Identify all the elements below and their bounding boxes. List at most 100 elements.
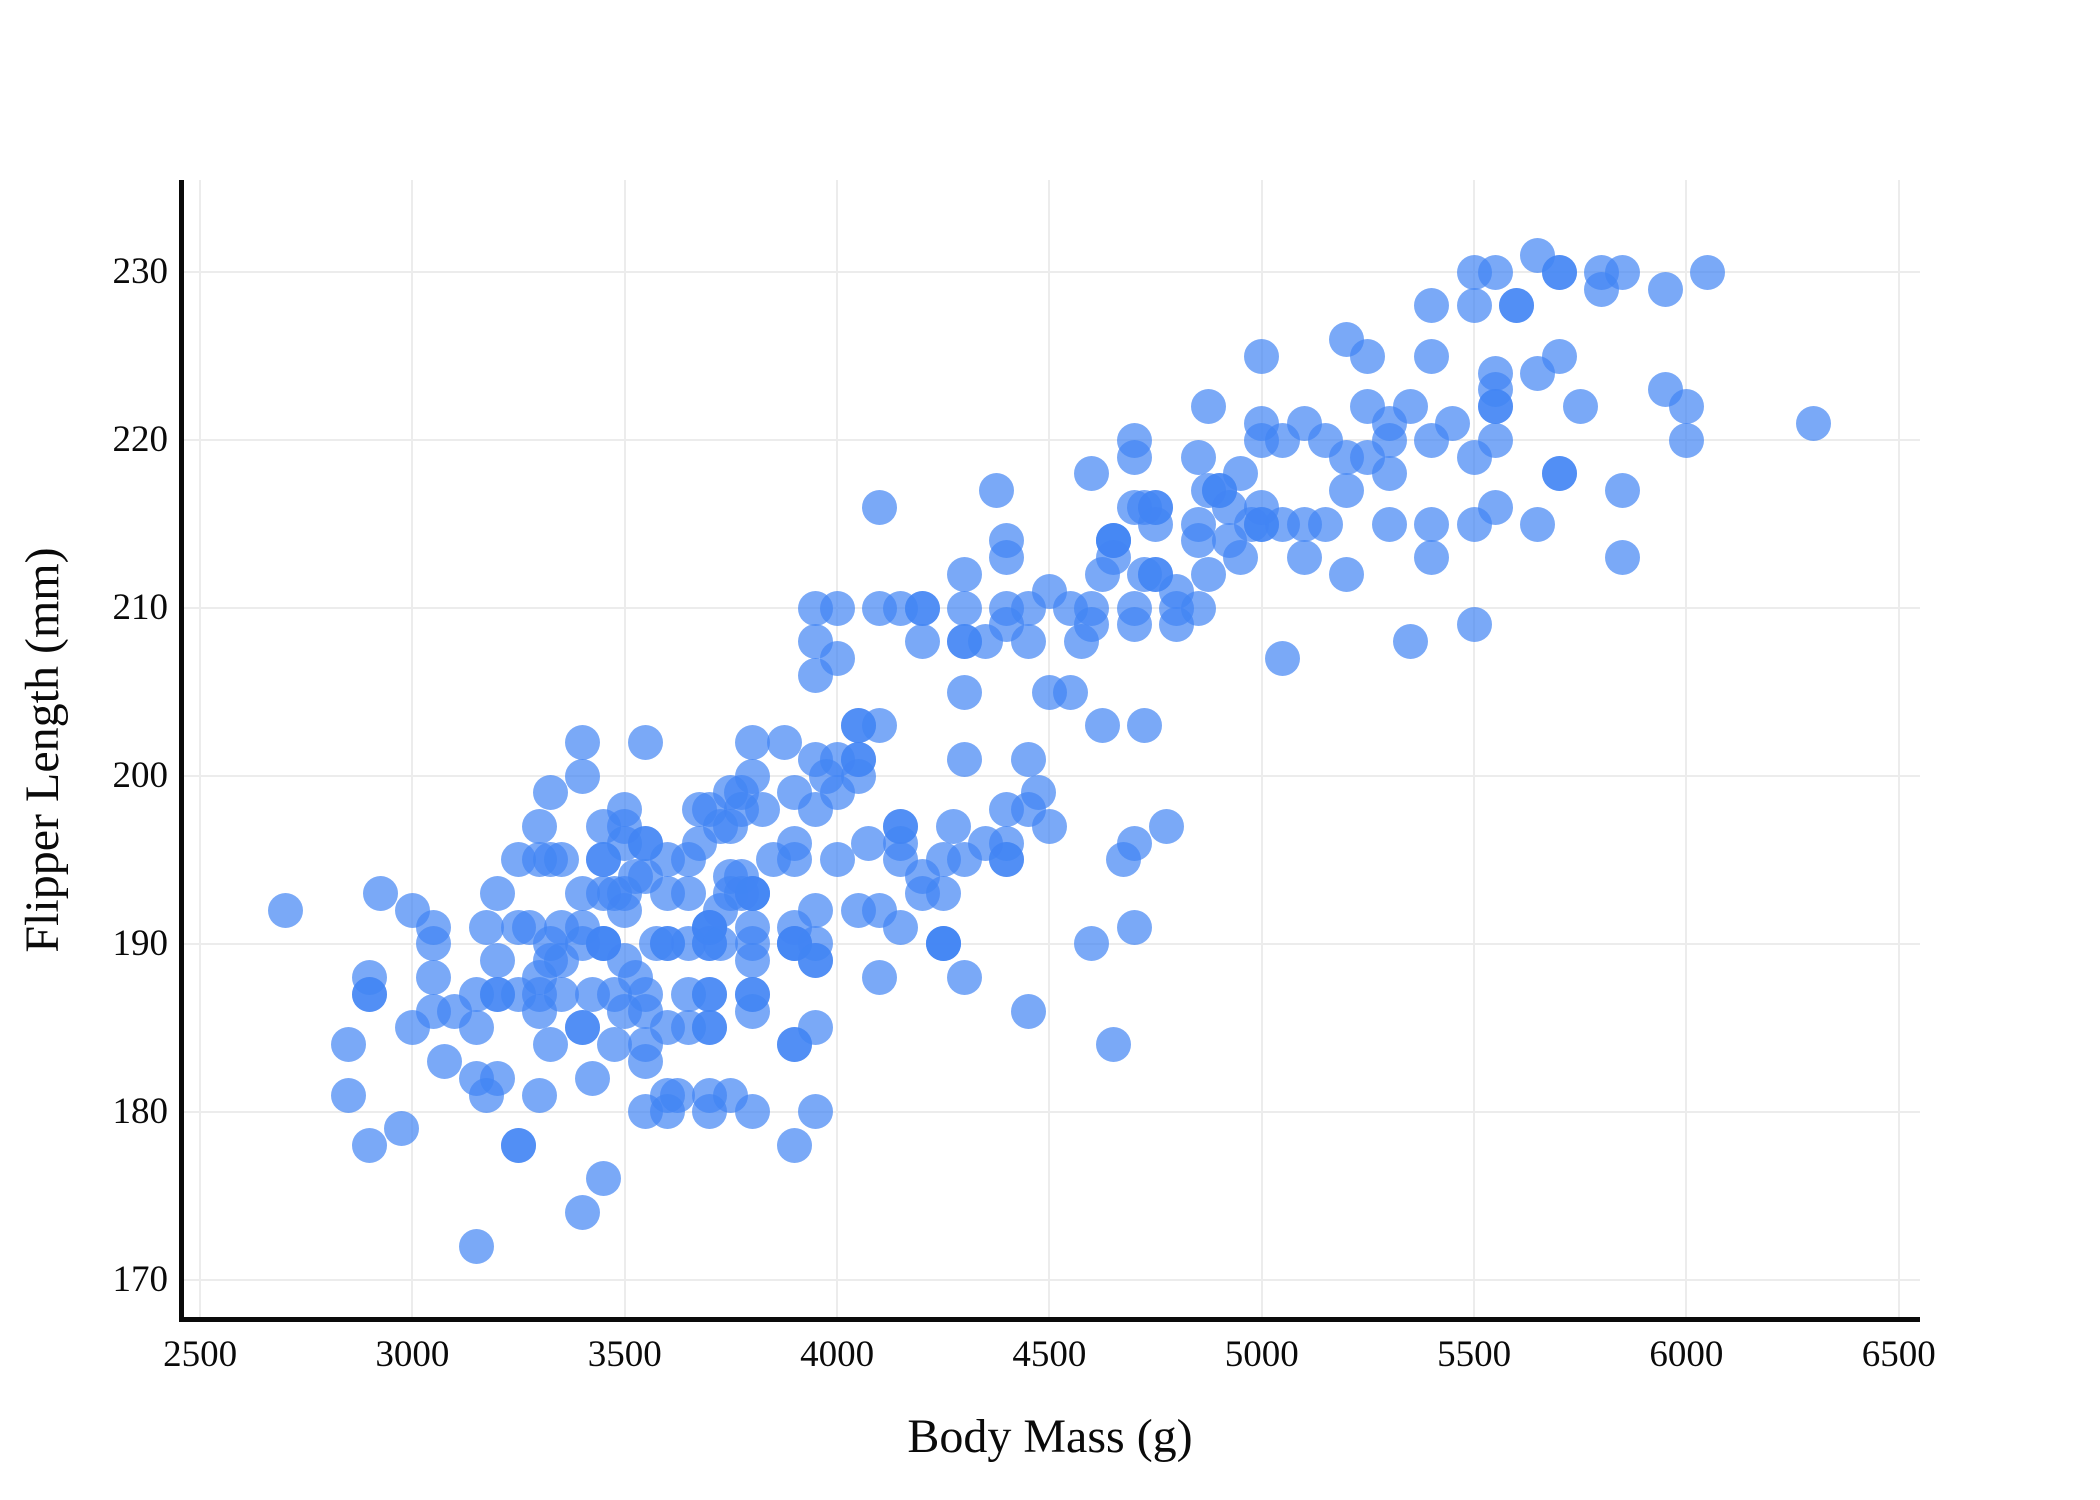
x-tick-label: 5000	[1224, 1334, 1299, 1375]
data-point	[352, 1127, 388, 1163]
data-point	[777, 775, 813, 811]
data-point	[681, 792, 717, 828]
data-point	[946, 959, 982, 995]
data-point	[586, 808, 622, 844]
data-point	[1138, 557, 1174, 593]
data-point	[1010, 993, 1046, 1029]
y-tick-label: 230	[112, 251, 169, 293]
x-tick-label: 6000	[1649, 1334, 1724, 1375]
data-point	[522, 1077, 558, 1113]
data-point	[607, 892, 643, 928]
x-axis-spine	[179, 1317, 1920, 1322]
data-point	[1329, 473, 1365, 509]
data-point	[1010, 741, 1046, 777]
data-point	[883, 808, 919, 844]
data-point	[1244, 405, 1280, 441]
y-tick-label: 200	[112, 755, 169, 797]
data-point	[564, 1010, 600, 1046]
data-point	[766, 724, 802, 760]
x-tick-label: 3000	[375, 1334, 450, 1375]
data-point	[1074, 456, 1110, 492]
y-tick-label: 180	[112, 1090, 169, 1132]
data-point	[692, 1077, 728, 1113]
data-point	[416, 993, 452, 1029]
data-point	[1456, 506, 1492, 542]
data-point	[575, 1060, 611, 1096]
data-point	[469, 1077, 505, 1113]
data-point	[394, 892, 430, 928]
data-point	[1191, 473, 1227, 509]
gridline-vertical	[199, 180, 202, 1320]
data-point	[777, 1127, 813, 1163]
data-point	[1010, 624, 1046, 660]
data-point	[734, 1094, 770, 1130]
data-point	[1499, 288, 1535, 324]
x-tick-label: 5500	[1437, 1334, 1512, 1375]
data-point	[819, 640, 855, 676]
data-point	[532, 926, 568, 962]
data-point	[1520, 506, 1556, 542]
data-point	[1148, 808, 1184, 844]
data-point	[925, 876, 961, 912]
data-point	[840, 741, 876, 777]
data-point	[1605, 473, 1641, 509]
x-tick-label: 4000	[800, 1334, 875, 1375]
data-point	[862, 892, 898, 928]
data-point	[798, 1094, 834, 1130]
data-point	[617, 859, 653, 895]
data-point	[1796, 405, 1832, 441]
data-point	[840, 708, 876, 744]
data-point	[479, 876, 515, 912]
data-point	[904, 624, 940, 660]
data-point	[1191, 389, 1227, 425]
data-point	[1127, 708, 1163, 744]
x-tick-label: 6500	[1861, 1334, 1936, 1375]
data-point	[1286, 540, 1322, 576]
data-point	[522, 842, 558, 878]
data-point	[692, 976, 728, 1012]
data-point	[1477, 389, 1513, 425]
data-point	[639, 926, 675, 962]
gridline-vertical	[1473, 180, 1476, 1320]
gridline-vertical	[411, 180, 414, 1320]
data-point	[798, 943, 834, 979]
data-point	[670, 842, 706, 878]
data-point	[734, 758, 770, 794]
data-point	[1668, 389, 1704, 425]
data-point	[1371, 506, 1407, 542]
data-point	[1456, 439, 1492, 475]
data-point	[1541, 254, 1577, 290]
data-point	[586, 1161, 622, 1197]
gridline-horizontal	[183, 439, 1920, 442]
data-point	[1095, 540, 1131, 576]
data-point	[1116, 422, 1152, 458]
data-point	[946, 624, 982, 660]
data-point	[925, 926, 961, 962]
data-point	[1223, 456, 1259, 492]
data-point	[564, 1195, 600, 1231]
data-point	[1212, 523, 1248, 559]
data-point	[1031, 674, 1067, 710]
data-point	[989, 590, 1025, 626]
data-point	[1668, 422, 1704, 458]
data-point	[1541, 456, 1577, 492]
data-point	[755, 842, 791, 878]
data-point	[1085, 708, 1120, 744]
data-point	[363, 876, 399, 912]
data-point	[1371, 405, 1407, 441]
data-point	[501, 1127, 537, 1163]
y-axis-title: Flipper Length (mm)	[16, 547, 69, 953]
data-point	[1095, 1027, 1131, 1063]
gridline-vertical	[1897, 180, 1900, 1320]
gridline-vertical	[1048, 180, 1051, 1320]
data-point	[777, 1027, 813, 1063]
gridline-horizontal	[183, 775, 1920, 778]
data-point	[946, 674, 982, 710]
data-point	[1456, 288, 1492, 324]
gridline-vertical	[1260, 180, 1263, 1320]
data-point	[883, 842, 919, 878]
data-point	[564, 724, 600, 760]
data-point	[989, 523, 1025, 559]
data-point	[1191, 557, 1227, 593]
data-point	[936, 808, 972, 844]
